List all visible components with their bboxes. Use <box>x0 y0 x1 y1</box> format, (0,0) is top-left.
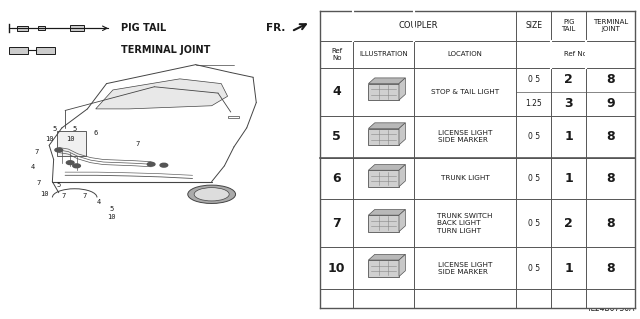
Text: 5: 5 <box>332 130 341 143</box>
Text: 2: 2 <box>564 217 573 230</box>
Bar <box>17 26 28 31</box>
Bar <box>369 129 399 145</box>
Text: 5: 5 <box>72 126 77 132</box>
Text: 10: 10 <box>40 191 49 197</box>
Text: 1: 1 <box>564 172 573 185</box>
Text: TRUNK SWITCH
BACK LIGHT
TURN LIGHT: TRUNK SWITCH BACK LIGHT TURN LIGHT <box>438 213 493 234</box>
Text: TRUNK LIGHT: TRUNK LIGHT <box>441 175 490 182</box>
Text: 7: 7 <box>35 149 38 155</box>
Text: 3: 3 <box>564 97 573 110</box>
Text: FR.: FR. <box>266 23 285 33</box>
Bar <box>369 260 399 277</box>
Text: 10: 10 <box>45 136 53 142</box>
Text: PIG
TAIL: PIG TAIL <box>561 19 576 33</box>
Circle shape <box>55 148 63 152</box>
Bar <box>36 47 55 54</box>
Bar <box>38 26 45 30</box>
Text: 8: 8 <box>607 73 615 86</box>
Text: 6: 6 <box>93 130 98 136</box>
Polygon shape <box>369 123 405 129</box>
Text: 7: 7 <box>36 180 40 186</box>
Text: 7: 7 <box>135 141 140 147</box>
Text: 1.25: 1.25 <box>525 99 542 108</box>
Polygon shape <box>399 123 405 145</box>
Ellipse shape <box>194 188 229 201</box>
Text: 7: 7 <box>61 193 66 199</box>
Text: 0 5: 0 5 <box>528 132 540 141</box>
Polygon shape <box>399 78 405 100</box>
Text: 10: 10 <box>328 262 346 275</box>
Polygon shape <box>96 79 228 109</box>
Text: 0 5: 0 5 <box>528 219 540 228</box>
Text: 10: 10 <box>66 136 74 142</box>
Text: 8: 8 <box>607 172 615 185</box>
Text: STOP & TAIL LIGHT: STOP & TAIL LIGHT <box>431 89 499 95</box>
Text: 1: 1 <box>564 262 573 275</box>
Text: Ref
No: Ref No <box>331 48 342 61</box>
Text: TERMINAL JOINT: TERMINAL JOINT <box>120 45 210 56</box>
Text: 8: 8 <box>607 262 615 275</box>
Circle shape <box>160 163 168 167</box>
Ellipse shape <box>188 185 236 204</box>
Polygon shape <box>399 254 405 277</box>
Text: TL24B0730A: TL24B0730A <box>587 304 636 313</box>
Bar <box>9 47 28 54</box>
Polygon shape <box>369 254 405 260</box>
Bar <box>369 170 399 187</box>
Bar <box>58 131 86 156</box>
Text: ILLUSTRATION: ILLUSTRATION <box>359 51 408 57</box>
Text: 4: 4 <box>97 199 101 205</box>
Text: 10: 10 <box>108 214 116 220</box>
Text: 9: 9 <box>607 97 615 110</box>
Text: 0 5: 0 5 <box>528 174 540 183</box>
Text: 0 5: 0 5 <box>528 264 540 273</box>
Text: LICENSE LIGHT
SIDE MARKER: LICENSE LIGHT SIDE MARKER <box>438 130 492 144</box>
Bar <box>228 116 239 118</box>
Text: TERMINAL
JOINT: TERMINAL JOINT <box>593 19 628 33</box>
Bar <box>70 25 84 32</box>
Bar <box>369 215 399 232</box>
Text: 7: 7 <box>82 193 86 199</box>
Polygon shape <box>369 210 405 215</box>
Text: LOCATION: LOCATION <box>448 51 483 57</box>
Text: 2: 2 <box>564 73 573 86</box>
Circle shape <box>73 164 81 168</box>
Text: 5: 5 <box>52 126 56 132</box>
Polygon shape <box>399 210 405 232</box>
Text: Ref No: Ref No <box>564 51 588 57</box>
Text: 8: 8 <box>607 217 615 230</box>
Text: 0 5: 0 5 <box>528 75 540 84</box>
Polygon shape <box>399 165 405 187</box>
Text: COUPLER: COUPLER <box>399 21 438 30</box>
Text: 4: 4 <box>332 85 341 98</box>
Polygon shape <box>369 165 405 170</box>
Text: SIZE: SIZE <box>525 21 542 30</box>
Text: 4: 4 <box>31 164 35 170</box>
Text: 5: 5 <box>109 205 114 211</box>
Text: LICENSE LIGHT
SIDE MARKER: LICENSE LIGHT SIDE MARKER <box>438 262 492 275</box>
Text: 1: 1 <box>564 130 573 143</box>
Text: 6: 6 <box>332 172 341 185</box>
Circle shape <box>67 161 74 165</box>
Text: PIG TAIL: PIG TAIL <box>120 23 166 33</box>
Circle shape <box>147 162 155 166</box>
Text: 7: 7 <box>332 217 341 230</box>
Polygon shape <box>369 78 405 84</box>
Bar <box>369 84 399 100</box>
Bar <box>320 11 636 308</box>
Text: 8: 8 <box>607 130 615 143</box>
Text: 5: 5 <box>56 182 61 189</box>
